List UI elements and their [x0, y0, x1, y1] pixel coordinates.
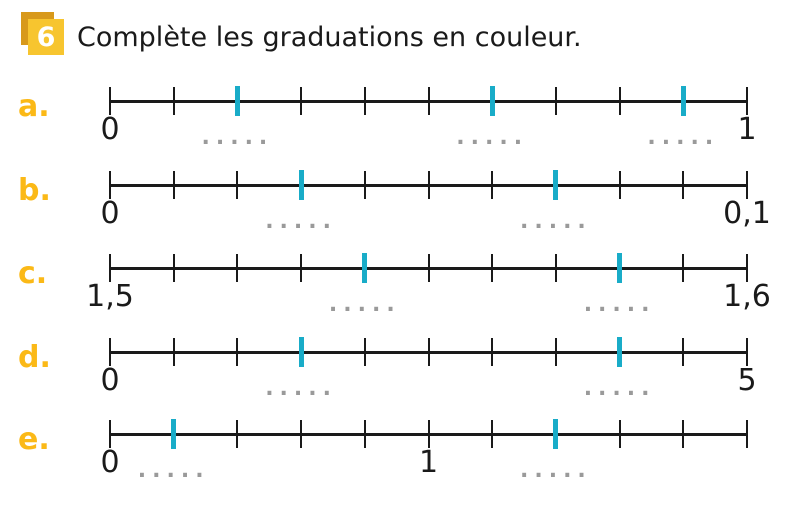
tick-mark	[363, 338, 366, 366]
line-letter: a.	[18, 89, 50, 124]
line-letter: e.	[18, 422, 50, 457]
tick-mark	[618, 87, 621, 115]
highlighted-tick-mark	[234, 86, 240, 116]
tick-mark	[746, 171, 748, 199]
answer-blank-dots[interactable]: .....	[201, 125, 274, 150]
tick-mark	[427, 254, 430, 282]
tick-mark	[172, 87, 175, 115]
tick-mark	[236, 254, 239, 282]
graduation-label: 1	[418, 445, 439, 480]
highlighted-tick-mark	[489, 86, 495, 116]
tick-mark	[109, 254, 111, 282]
tick-mark	[682, 254, 685, 282]
graduation-label: 5	[737, 363, 757, 398]
tick-mark	[618, 171, 621, 199]
tick-mark	[300, 254, 303, 282]
highlighted-tick-mark	[553, 170, 559, 200]
graduation-label: 0	[100, 363, 120, 398]
tick-mark	[109, 420, 111, 448]
highlighted-tick-mark	[298, 170, 304, 200]
answer-blank-dots[interactable]: .....	[137, 458, 210, 483]
tick-mark	[746, 338, 748, 366]
highlighted-tick-mark	[362, 253, 368, 283]
tick-mark	[554, 338, 557, 366]
tick-mark	[109, 87, 111, 115]
tick-mark	[363, 87, 366, 115]
graduation-label: 0,1	[723, 196, 771, 231]
answer-blank-dots[interactable]: .....	[583, 292, 656, 317]
tick-mark	[746, 420, 748, 448]
highlighted-tick-mark	[298, 337, 304, 367]
tick-mark	[172, 171, 175, 199]
tick-mark	[109, 338, 111, 366]
highlighted-tick-mark	[171, 419, 177, 449]
answer-blank-dots[interactable]: .....	[265, 376, 337, 401]
tick-mark	[300, 420, 303, 448]
line-letter: b.	[18, 173, 51, 208]
highlighted-tick-mark	[680, 86, 686, 116]
tick-mark	[300, 87, 303, 115]
graduation-label: 0	[100, 445, 120, 480]
answer-blank-dots[interactable]: .....	[647, 125, 720, 150]
tick-mark	[236, 171, 239, 199]
answer-blank-dots[interactable]: .....	[328, 292, 401, 317]
tick-mark	[172, 254, 175, 282]
graduation-label: 0	[100, 196, 120, 231]
tick-mark	[363, 420, 366, 448]
line-letter: c.	[18, 256, 48, 291]
tick-mark	[682, 171, 685, 199]
highlighted-tick-mark	[553, 419, 559, 449]
tick-mark	[491, 171, 494, 199]
tick-mark	[491, 420, 494, 448]
tick-mark	[427, 87, 430, 115]
answer-blank-dots[interactable]: .....	[265, 209, 337, 234]
tick-mark	[746, 254, 748, 282]
exercise-number-badge: 6	[0, 0, 70, 60]
answer-blank-dots[interactable]: .....	[519, 458, 592, 483]
tick-mark	[172, 338, 175, 366]
tick-mark	[554, 87, 557, 115]
highlighted-tick-mark	[617, 253, 623, 283]
tick-mark	[363, 171, 366, 199]
line-letter: d.	[18, 340, 51, 375]
graduation-label: 1	[737, 112, 757, 147]
answer-blank-dots[interactable]: .....	[519, 209, 592, 234]
tick-mark	[109, 171, 111, 199]
tick-mark	[427, 171, 430, 199]
tick-mark	[491, 338, 494, 366]
tick-mark	[682, 420, 685, 448]
graduation-label: 0	[100, 112, 120, 147]
tick-mark	[427, 420, 430, 448]
tick-mark	[236, 338, 239, 366]
graduation-label: 1,6	[723, 279, 771, 314]
tick-mark	[236, 420, 239, 448]
answer-blank-dots[interactable]: .....	[583, 376, 656, 401]
tick-mark	[491, 254, 494, 282]
answer-blank-dots[interactable]: .....	[456, 125, 529, 150]
graduation-label: 1,5	[86, 279, 134, 314]
tick-mark	[746, 87, 748, 115]
tick-mark	[427, 338, 430, 366]
exercise-title: Complète les graduations en couleur.	[77, 22, 582, 53]
highlighted-tick-mark	[617, 337, 623, 367]
tick-mark	[618, 420, 621, 448]
tick-mark	[682, 338, 685, 366]
tick-mark	[554, 254, 557, 282]
badge-front-square: 6	[28, 19, 64, 55]
exercise-number: 6	[36, 21, 56, 53]
